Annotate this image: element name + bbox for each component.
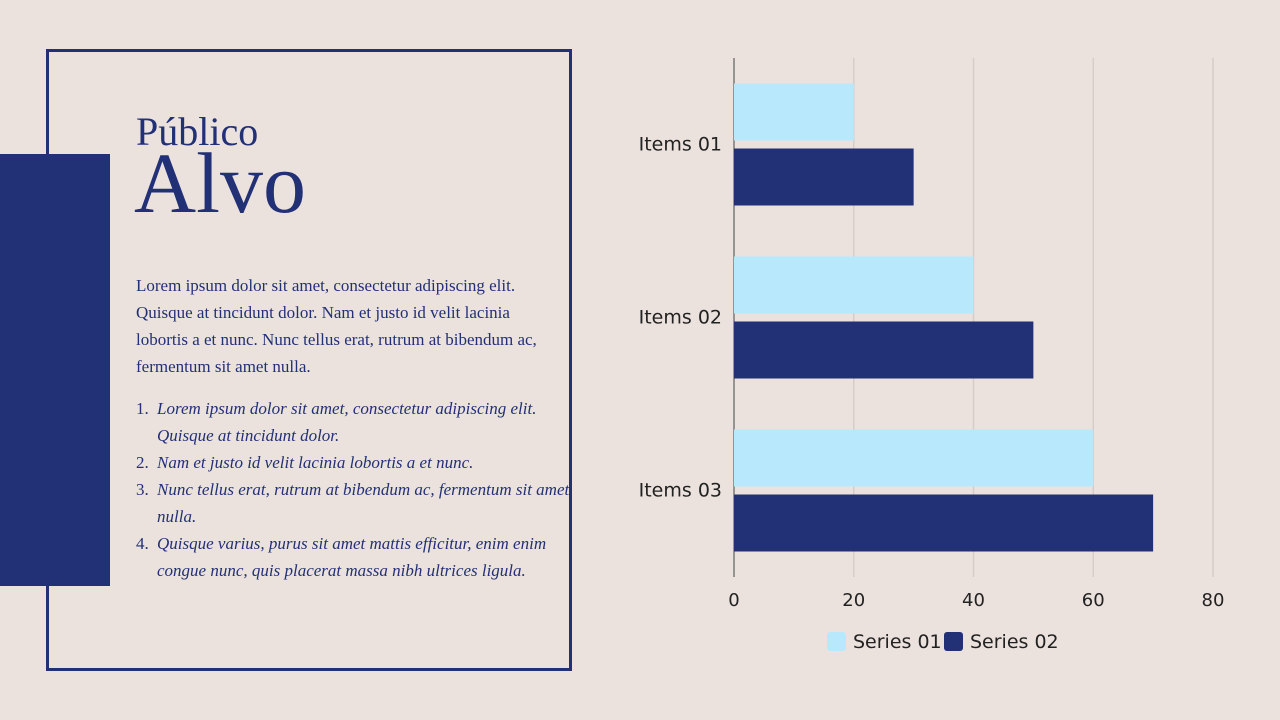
x-tick-label: 80 [1202,590,1225,611]
body-paragraph: Lorem ipsum dolor sit amet, consectetur … [136,276,537,376]
bar [734,256,974,314]
bar [734,321,1034,379]
category-label: Items 03 [639,480,722,502]
title-line-2: Alvo [134,135,306,231]
legend-label: Series 02 [970,631,1059,653]
x-tick-label: 20 [842,590,865,611]
bar [734,83,854,141]
list-item: Lorem ipsum dolor sit amet, consectetur … [136,395,537,445]
x-tick-label: 0 [728,590,739,611]
list-item: Quisque varius, purus sit amet mattis ef… [136,530,547,580]
legend-label: Series 01 [853,631,942,653]
list-item: Nunc tellus erat, rutrum at bibendum ac,… [136,476,570,526]
category-label: Items 01 [639,134,722,156]
bar-chart: 0 20 40 60 80 Items 01 Items 02 Items 03 Series … [639,58,1225,653]
legend-swatch [944,632,963,651]
category-label: Items 02 [639,307,722,329]
bar [734,148,914,206]
bar [734,429,1094,487]
x-tick-label: 60 [1082,590,1105,611]
bar [734,494,1154,552]
accent-block [0,154,110,586]
title-line-1: Público [136,109,259,154]
numbered-list: Lorem ipsum dolor sit amet, consectetur … [136,395,577,584]
x-tick-label: 40 [962,590,985,611]
list-item: Nam et justo id velit lacinia lobortis a… [136,449,474,476]
legend-swatch [827,632,846,651]
